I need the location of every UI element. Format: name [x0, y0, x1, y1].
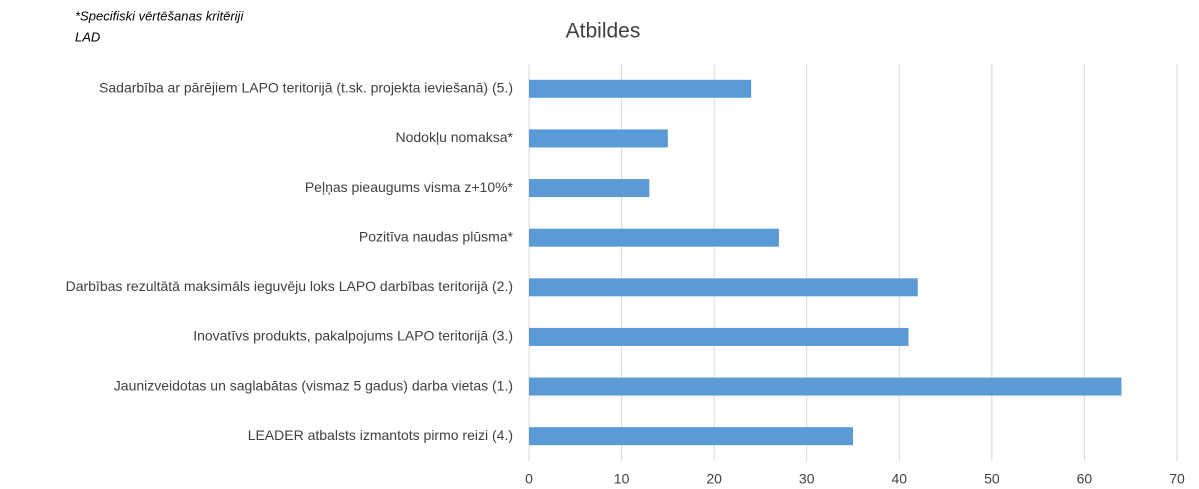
y-tick-label: Inovatīvs produkts, pakalpojums LAPO ter…: [193, 328, 513, 344]
y-tick-label: Peļņas pieaugums visma z+10%*: [305, 179, 514, 195]
chart-title: Atbildes: [566, 20, 641, 43]
x-tick-label: 10: [614, 471, 630, 487]
annotation: LAD: [75, 29, 100, 44]
bar: [529, 278, 918, 297]
x-tick-label: 30: [799, 471, 815, 487]
y-tick-label: Sadarbība ar pārējiem LAPO teritorijā (t…: [99, 80, 513, 96]
bar: [529, 228, 779, 247]
bar: [529, 427, 853, 446]
y-tick-label: Jaunizveidotas un saglabātas (vismaz 5 g…: [114, 377, 513, 393]
bar: [529, 179, 650, 198]
x-tick-label: 50: [984, 471, 1000, 487]
y-tick-label: Nodokļu nomaksa*: [395, 129, 513, 145]
bar: [529, 327, 909, 346]
x-tick-label: 60: [1077, 471, 1093, 487]
x-tick-label: 40: [891, 471, 907, 487]
y-tick-label: LEADER atbalsts izmantots pirmo reizi (4…: [248, 427, 513, 443]
bar: [529, 79, 752, 98]
y-tick-label: Pozitīva naudas plūsma*: [359, 228, 514, 244]
annotation: *Specifiski vērtēšanas kritēriji: [75, 8, 244, 23]
y-tick-label: Darbības rezultātā maksimāls ieguvēju lo…: [66, 278, 513, 294]
bar: [529, 377, 1122, 396]
bar: [529, 129, 668, 148]
x-tick-label: 20: [706, 471, 722, 487]
x-tick-label: 70: [1169, 471, 1185, 487]
x-tick-label: 0: [525, 471, 533, 487]
